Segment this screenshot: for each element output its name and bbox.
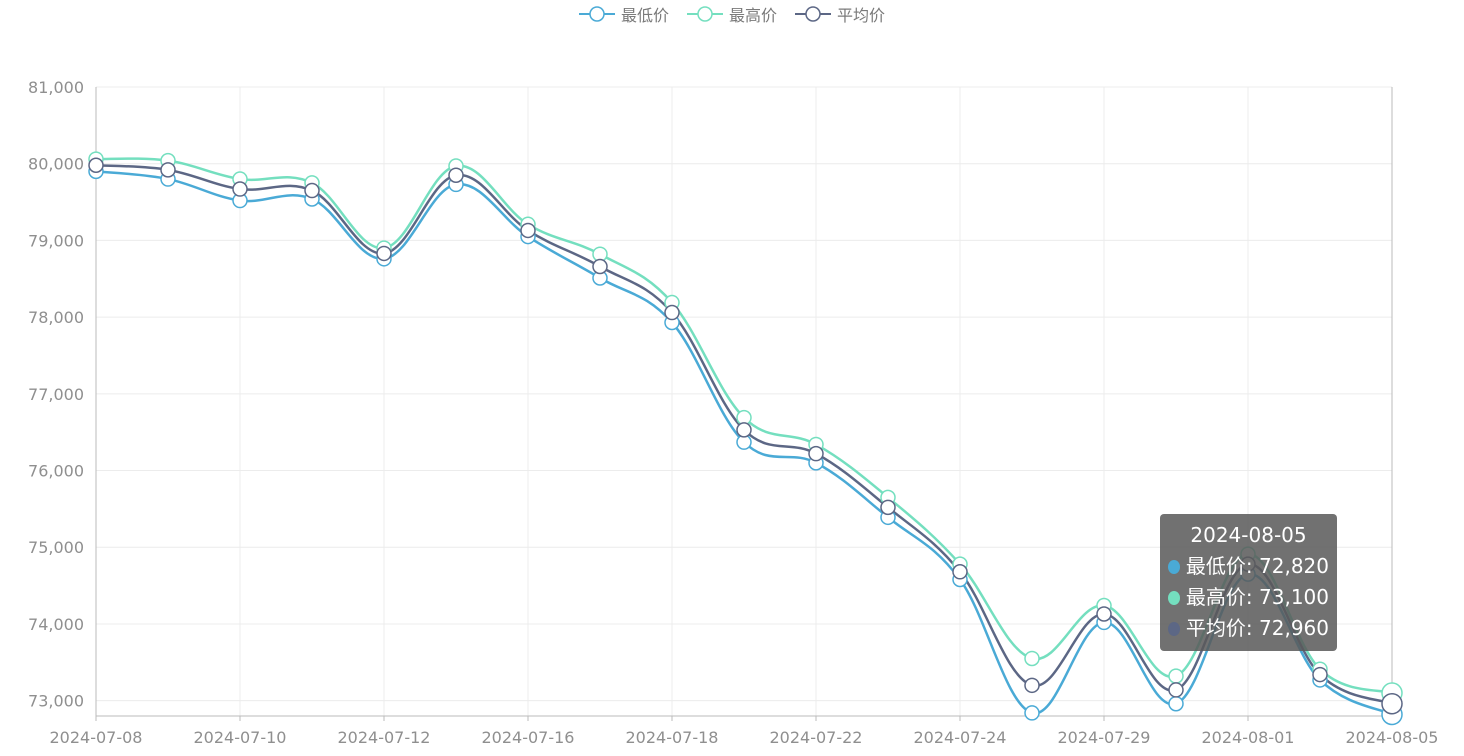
data-point-2 <box>1312 666 1328 683</box>
data-point-2 <box>1024 677 1040 694</box>
data-point-2 <box>1168 682 1184 698</box>
legend-line-low-icon <box>578 6 615 22</box>
legend-line-high-icon <box>686 6 723 22</box>
data-point-0 <box>1024 705 1040 721</box>
tooltip-row-low: 最低价: 72,820 <box>1168 551 1329 582</box>
y-tick-label: 80,000 <box>28 155 84 174</box>
data-point-0 <box>1168 695 1184 712</box>
y-tick-label: 76,000 <box>28 462 84 481</box>
x-tick-label: 2024-07-12 <box>338 728 431 747</box>
data-point-1 <box>1024 650 1040 667</box>
x-tick-label: 2024-07-16 <box>482 728 575 747</box>
hover-tooltip: 2024-08-05 最低价: 72,820 最高价: 73,100 平均价: … <box>1160 514 1337 651</box>
x-tick-label: 2024-07-08 <box>50 728 143 747</box>
data-point-2 <box>448 167 464 183</box>
series-line-2 <box>95 163 1393 705</box>
legend-label-low: 最低价 <box>620 6 669 25</box>
x-tick-label: 2024-07-10 <box>194 728 287 747</box>
tooltip-value-high: 最高价: 73,100 <box>1185 585 1329 609</box>
legend-line-avg-icon <box>795 6 831 22</box>
tooltip-value-avg: 平均价: 72,960 <box>1185 616 1329 640</box>
data-point-2 <box>880 499 896 516</box>
tooltip-row-avg: 平均价: 72,960 <box>1168 613 1329 644</box>
data-point-2 <box>520 222 536 239</box>
series-line-1 <box>95 157 1393 695</box>
legend-item-low[interactable]: 最低价 <box>578 2 669 26</box>
x-tick-label: 2024-07-24 <box>914 728 1007 747</box>
y-tick-label: 74,000 <box>28 615 84 634</box>
chart-legend: 最低价 最高价 平均价 <box>0 2 1464 26</box>
y-tick-label: 77,000 <box>28 385 84 404</box>
y-tick-label: 81,000 <box>28 78 84 97</box>
x-tick-label: 2024-07-18 <box>626 728 719 747</box>
tooltip-dot-avg-icon <box>1168 621 1180 636</box>
data-point-2 <box>1096 606 1112 622</box>
y-tick-label: 78,000 <box>28 308 84 327</box>
legend-item-avg[interactable]: 平均价 <box>795 2 885 26</box>
y-tick-label: 73,000 <box>28 692 84 711</box>
data-point-1 <box>1168 668 1184 684</box>
data-point-2 <box>664 304 680 321</box>
data-point-2 <box>160 162 176 178</box>
legend-label-high: 最高价 <box>728 6 777 25</box>
data-point-2 <box>1381 692 1403 715</box>
x-tick-label: 2024-07-29 <box>1058 728 1151 747</box>
tooltip-value-low: 最低价: 72,820 <box>1185 554 1329 578</box>
series-line-0 <box>95 170 1393 716</box>
data-point-2 <box>736 422 752 438</box>
legend-label-avg: 平均价 <box>837 6 886 25</box>
tooltip-date: 2024-08-05 <box>1190 523 1307 547</box>
y-tick-label: 79,000 <box>28 231 84 250</box>
data-point-2 <box>232 181 248 197</box>
tooltip-row-high: 最高价: 73,100 <box>1168 582 1329 613</box>
data-point-2 <box>952 564 968 580</box>
data-point-2 <box>808 445 824 462</box>
data-point-2 <box>304 182 320 199</box>
legend-item-high[interactable]: 最高价 <box>686 2 777 26</box>
tooltip-dot-high-icon <box>1168 590 1180 605</box>
x-tick-label: 2024-08-01 <box>1202 728 1295 747</box>
y-tick-label: 75,000 <box>28 538 84 557</box>
x-tick-label: 2024-07-22 <box>770 728 863 747</box>
tooltip-dot-low-icon <box>1168 559 1180 574</box>
data-point-2 <box>376 245 392 262</box>
data-point-2 <box>88 157 104 173</box>
data-point-2 <box>592 258 608 275</box>
x-tick-label: 2024-08-05 <box>1346 728 1439 747</box>
